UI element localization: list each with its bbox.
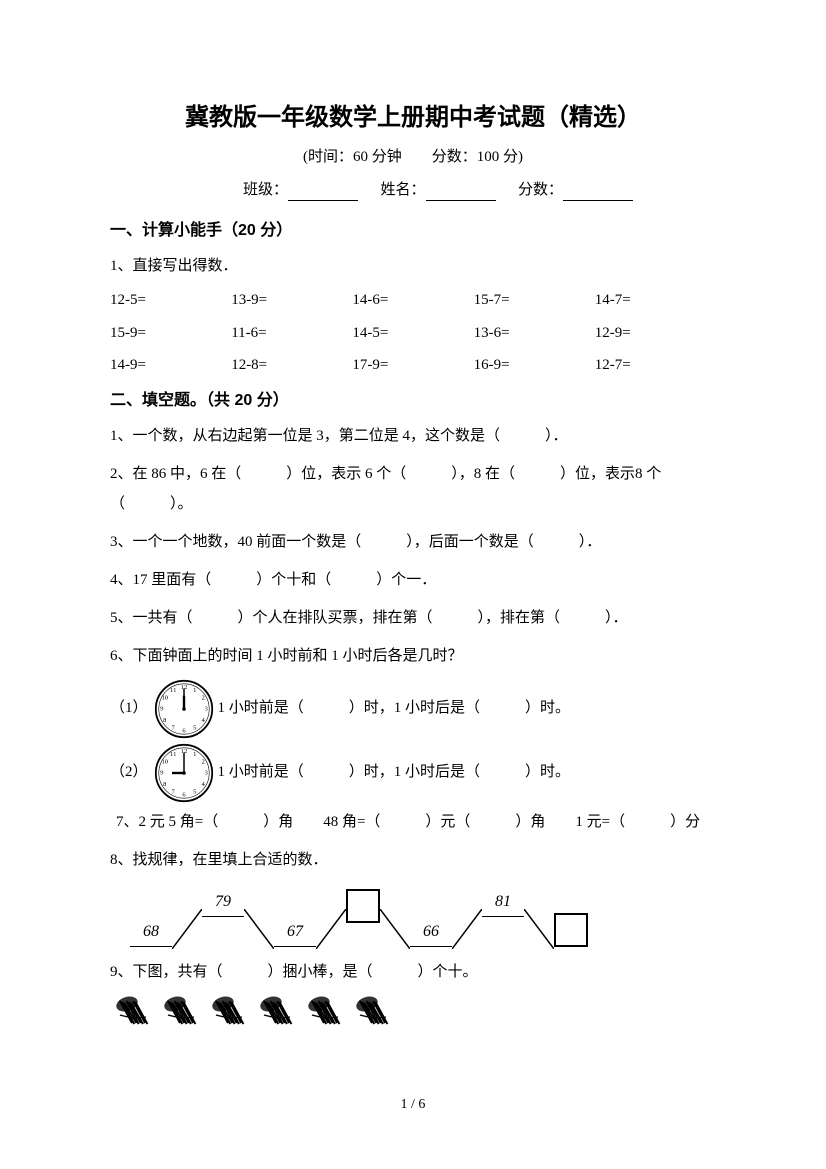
s2-q8-intro: 8、找规律，在里填上合适的数． [110, 845, 716, 875]
svg-text:1: 1 [193, 750, 196, 757]
s2-q6-intro: 6、下面钟面上的时间 1 小时前和 1 小时后各是几时？ [110, 641, 716, 671]
stick-bundle-icon [258, 995, 296, 1029]
svg-text:10: 10 [161, 758, 168, 765]
info-row: 班级： 姓名： 分数： [110, 179, 716, 202]
calc-cell: 12-9= [595, 322, 716, 345]
pattern-value: 68 [130, 920, 172, 947]
q6-1-text: 1 小时前是（ ）时，1 小时后是（ ）时。 [218, 697, 571, 720]
svg-text:1: 1 [193, 686, 196, 693]
name-label: 姓名： [380, 182, 425, 198]
stick-bundle-icon [162, 995, 200, 1029]
s2-q9: 9、下图，共有（ ）捆小棒，是（ ）个十。 [110, 957, 716, 987]
calc-cell: 12-8= [231, 354, 352, 377]
pattern-value: 67 [274, 920, 316, 947]
svg-text:2: 2 [201, 758, 204, 765]
score-blank [563, 183, 633, 201]
svg-text:11: 11 [170, 750, 176, 757]
svg-text:11: 11 [170, 686, 176, 693]
clock-row-1: （1） 1212 345 678 91011 1 小时前是（ ）时，1 小时后是… [110, 679, 716, 739]
stick-bundle-icon [306, 995, 344, 1029]
s2-q7: 7、2 元 5 角=（ ）角 48 角=（ ）元（ ）角 1 元=（ ）分 [110, 807, 716, 837]
calc-cell: 15-9= [110, 322, 231, 345]
calc-cell: 13-9= [231, 289, 352, 312]
svg-text:2: 2 [201, 694, 204, 701]
q6-1-label: （1） [110, 697, 148, 720]
calc-cell: 12-7= [595, 354, 716, 377]
pattern-value: 66 [410, 920, 452, 947]
section2-header: 二、填空题。（共 20 分） [110, 389, 716, 413]
stick-bundle-icon [210, 995, 248, 1029]
s1-q1-label: 1、直接写出得数． [110, 251, 716, 281]
section1-header: 一、计算小能手（20 分） [110, 219, 716, 243]
pattern-box [346, 889, 380, 923]
clock-icon-2: 1212 345 678 91011 [154, 743, 214, 803]
subtitle: (时间：60 分钟 分数：100 分) [110, 146, 716, 169]
pattern-row: 68 79 67 66 81 [130, 887, 716, 947]
stick-bundle-icon [114, 995, 152, 1029]
calc-grid: 12-5=13-9=14-6=15-7=14-7= 15-9=11-6=14-5=… [110, 289, 716, 377]
stick-bundle-icon [354, 995, 392, 1029]
score-label: 分数： [518, 182, 563, 198]
s2-q1: 1、一个数，从右边起第一位是 3，第二位是 4，这个数是（ ）． [110, 421, 716, 451]
calc-cell: 14-7= [595, 289, 716, 312]
s2-q3: 3、一个一个地数，40 前面一个数是（ ），后面一个数是（ ）． [110, 527, 716, 557]
svg-text:10: 10 [161, 694, 168, 701]
s2-q5: 5、一共有（ ）个人在排队买票，排在第（ ），排在第（ ）． [110, 603, 716, 633]
class-blank [288, 183, 358, 201]
class-label: 班级： [243, 182, 288, 198]
clock-row-2: （2） 1212 345 678 91011 1 小时前是（ ）时，1 小时后是… [110, 743, 716, 803]
calc-cell: 11-6= [231, 322, 352, 345]
pattern-value: 79 [202, 890, 244, 917]
page-footer: 1 / 6 [0, 1094, 826, 1115]
calc-cell: 14-6= [352, 289, 473, 312]
s2-q2: 2、在 86 中，6 在（ ）位，表示 6 个（ ），8 在（ ）位，表示8 个… [110, 459, 716, 519]
sticks-row [114, 995, 716, 1029]
clock-icon-1: 1212 345 678 91011 [154, 679, 214, 739]
pattern-value: 81 [482, 890, 524, 917]
calc-cell: 14-5= [352, 322, 473, 345]
q6-2-text: 1 小时前是（ ）时，1 小时后是（ ）时。 [218, 761, 571, 784]
calc-cell: 15-7= [474, 289, 595, 312]
calc-cell: 12-5= [110, 289, 231, 312]
calc-cell: 13-6= [474, 322, 595, 345]
s2-q4: 4、17 里面有（ ）个十和（ ）个一． [110, 565, 716, 595]
pattern-box [554, 913, 588, 947]
q6-2-label: （2） [110, 761, 148, 784]
calc-cell: 14-9= [110, 354, 231, 377]
name-blank [426, 183, 496, 201]
calc-cell: 17-9= [352, 354, 473, 377]
page-title: 冀教版一年级数学上册期中考试题（精选） [110, 100, 716, 136]
calc-cell: 16-9= [474, 354, 595, 377]
